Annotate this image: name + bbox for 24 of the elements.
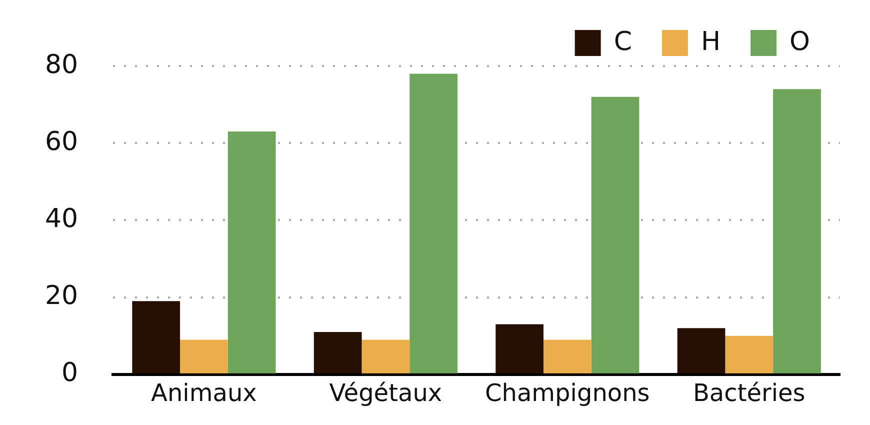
bar [773, 89, 821, 374]
bar [314, 332, 362, 374]
legend-label: H [700, 26, 721, 57]
bar [591, 96, 640, 374]
bar [410, 74, 458, 374]
bar [132, 301, 180, 374]
x-tick-label: Végétaux [329, 379, 442, 408]
x-tick-label: Animaux [151, 379, 257, 408]
x-tick-label: Bactéries [692, 379, 806, 408]
legend-label: C [614, 26, 632, 57]
y-tick-label: 0 [62, 358, 78, 388]
bar [362, 340, 410, 374]
y-tick-label: 80 [44, 50, 78, 80]
bar [543, 340, 592, 374]
y-tick-label: 60 [44, 126, 78, 157]
bar [180, 340, 228, 374]
y-tick-label: 40 [44, 204, 78, 234]
bar [228, 132, 276, 374]
bar [677, 328, 726, 374]
y-tick-label: 20 [44, 281, 78, 312]
legend-label: O [790, 26, 810, 57]
bar [496, 324, 544, 374]
x-tick-label: Champignons [485, 379, 650, 408]
bar [725, 336, 774, 374]
